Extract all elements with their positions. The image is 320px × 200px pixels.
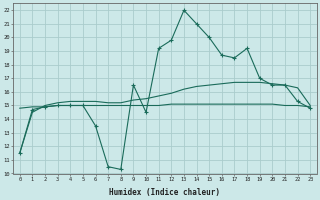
X-axis label: Humidex (Indice chaleur): Humidex (Indice chaleur)	[109, 188, 220, 197]
